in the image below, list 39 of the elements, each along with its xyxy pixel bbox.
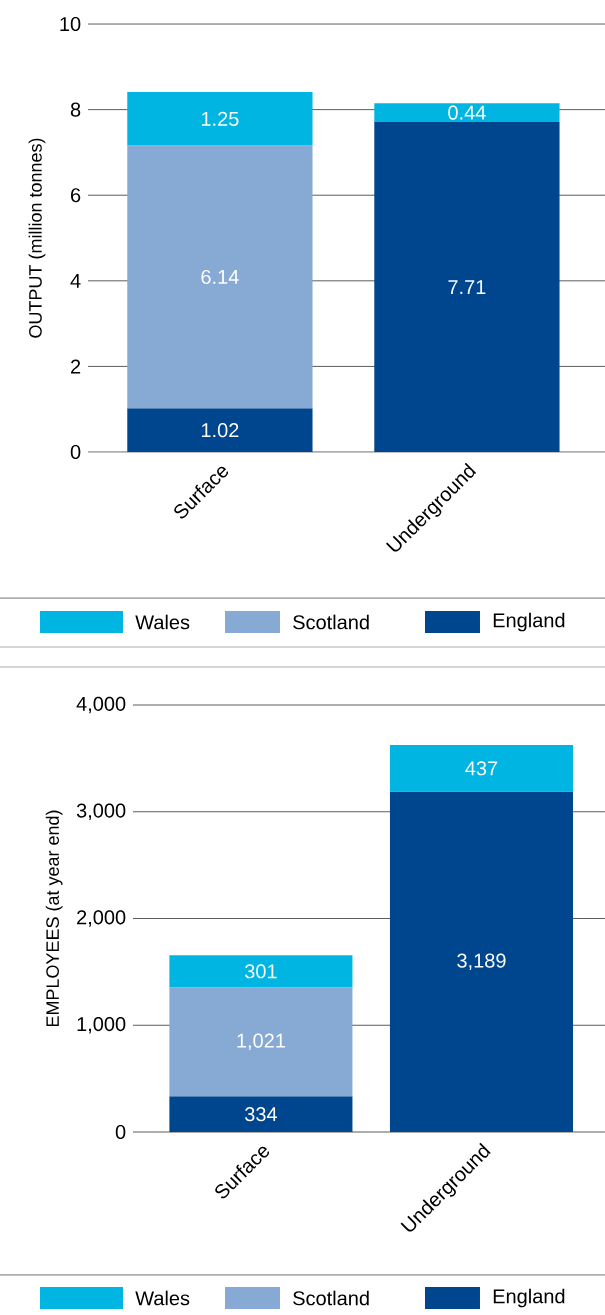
y-tick-label: 2 [71,359,81,374]
y-tick-label: 3,000 [76,803,126,821]
y-axis-title: EMPLOYEES (at year end) [45,810,63,1027]
data-label: 1,021 [237,1033,285,1051]
bar [169,955,353,988]
y-tick-label: 4 [70,273,81,288]
data-label: 1.02 [201,423,239,438]
data-label: 437 [465,761,498,776]
data-label: 301 [245,964,277,979]
y-tick-label: 6 [71,188,81,203]
bar [127,92,313,146]
y-axis-title: OUTPUT (million tonnes) [28,138,46,338]
data-label: 6.14 [201,269,239,285]
data-label: 0.44 [448,105,486,120]
bar [127,408,313,453]
bar [389,744,574,792]
y-tick-label: 1,000 [77,1017,126,1034]
y-tick-label: 2,000 [77,910,126,927]
legend-label: Scotland [293,1290,369,1306]
data-label: 3,189 [457,953,506,971]
legend-label: Wales [135,1290,190,1306]
legend-label: Wales [135,614,190,630]
data-label: 334 [245,1107,278,1122]
bar [169,987,353,1097]
y-tick-label: 8 [70,102,81,117]
bar [127,145,313,409]
y-tick-label: 4,000 [76,696,126,714]
legend-label: England [493,612,565,632]
legend-label: England [493,1288,565,1308]
y-tick-label: 10 [60,16,81,32]
data-label: 7.71 [448,280,486,294]
bar [389,791,574,1132]
bar [374,103,560,123]
bar [374,122,560,453]
y-tick-label: 0 [115,1124,126,1140]
legend-label: Scotland [293,614,369,630]
y-tick-label: 0 [70,444,81,460]
data-label: 1.25 [201,111,239,126]
bar [169,1096,353,1132]
